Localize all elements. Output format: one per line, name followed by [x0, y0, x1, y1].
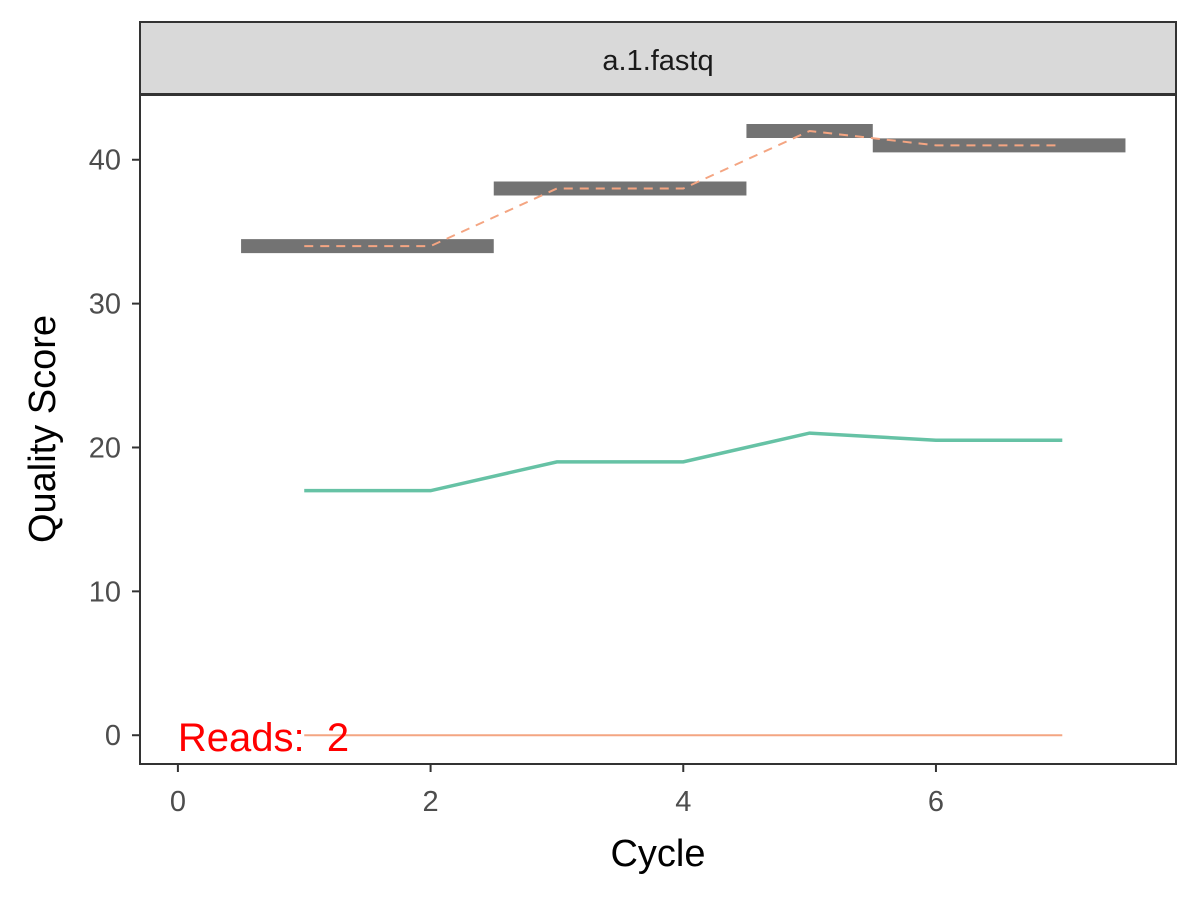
y-tick-label-0: 0	[105, 720, 121, 752]
dashed-mean-line	[304, 129, 1063, 248]
y-axis-title: Quality Score	[22, 315, 64, 543]
y-tick-label-30: 30	[89, 289, 121, 321]
y-tick-label-20: 20	[89, 432, 121, 464]
chart-marks	[241, 123, 1126, 737]
x-tick-label-4: 4	[675, 786, 691, 818]
chart-axes: 0 2 4 6 0 10 20 30 40	[89, 145, 944, 818]
x-tick-label-6: 6	[928, 786, 944, 818]
facet-label: a.1.fastq	[602, 45, 713, 77]
reads-annotation: Reads: 2	[178, 716, 349, 760]
x-tick-label-0: 0	[170, 786, 186, 818]
x-axis-title: Cycle	[610, 833, 705, 875]
y-tick-label-10: 10	[89, 576, 121, 608]
teal-quality-line	[304, 431, 1063, 493]
plot-panel	[139, 94, 1177, 765]
x-tick-label-2: 2	[423, 786, 439, 818]
facet-strip	[139, 21, 1177, 95]
y-tick-label-40: 40	[89, 145, 121, 177]
